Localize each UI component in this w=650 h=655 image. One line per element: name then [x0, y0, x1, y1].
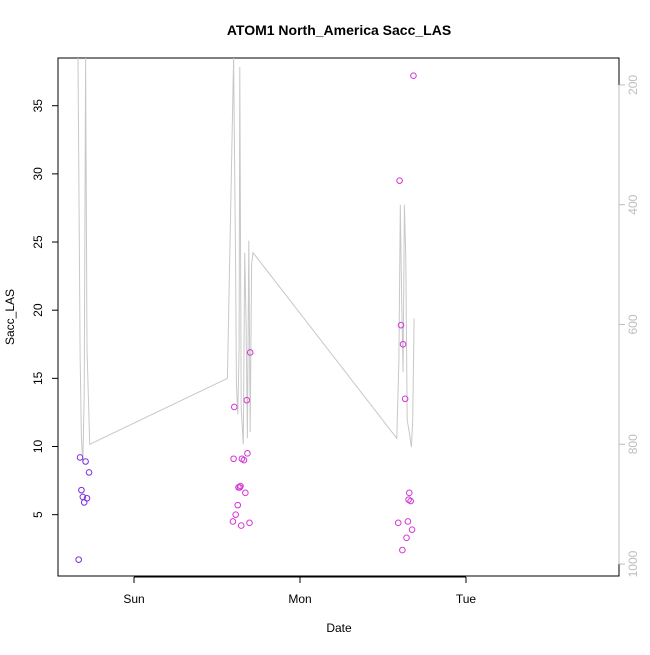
axes-layer: Sun Mon Tue 5 10 15 20 25 30 35 200 400 600 800 1000 [31, 75, 640, 606]
y2-tick-label: 800 [626, 434, 640, 454]
data-point [230, 403, 238, 411]
data-point [399, 340, 407, 348]
chart-title: ATOM1 North_America Sacc_LAS [227, 22, 451, 38]
data-point [229, 518, 237, 525]
line-layer [77, 57, 415, 463]
data-point [399, 546, 406, 554]
data-point [408, 526, 416, 533]
data-point [403, 534, 410, 542]
data-point [75, 556, 82, 563]
data-point [407, 497, 414, 505]
data-point [246, 349, 254, 356]
y-tick-label: 5 [31, 511, 45, 518]
plot-frame [57, 57, 620, 577]
data-point [85, 469, 93, 476]
y-axis-label: Sacc_LAS [3, 289, 17, 345]
data-point [243, 396, 251, 404]
data-point [232, 511, 239, 518]
data-point [237, 482, 244, 490]
y2-tick-label: 1000 [626, 550, 640, 577]
y-tick-label: 15 [31, 371, 45, 385]
data-point [78, 486, 85, 494]
x-axis-label: Date [326, 621, 352, 635]
y-tick-label: 35 [31, 99, 45, 113]
data-point [405, 489, 413, 497]
data-point [237, 522, 245, 529]
y-tick-label: 10 [31, 440, 45, 454]
data-point [401, 395, 409, 403]
data-point [82, 458, 89, 465]
x-tick-label: Sun [123, 592, 144, 606]
data-point [394, 519, 402, 527]
y2-tick-label: 200 [626, 75, 640, 95]
data-point [244, 450, 251, 457]
data-point [76, 454, 84, 461]
data-point [230, 455, 237, 463]
data-point [240, 456, 248, 464]
y-tick-label: 20 [31, 303, 45, 317]
series-line [77, 57, 415, 463]
data-point [397, 321, 405, 329]
data-point [234, 501, 242, 509]
y-tick-label: 25 [31, 235, 45, 249]
y-tick-label: 30 [31, 167, 45, 181]
x-tick-label: Tue [456, 592, 477, 606]
data-point [396, 177, 403, 184]
data-point [83, 495, 91, 502]
x-tick-label: Mon [288, 592, 311, 606]
points-layer [75, 72, 417, 563]
y2-tick-label: 600 [626, 314, 640, 334]
y2-tick-label: 400 [626, 194, 640, 214]
data-point [242, 489, 249, 497]
data-point [80, 499, 88, 506]
data-point [404, 518, 412, 525]
data-point [410, 72, 417, 80]
data-point [246, 519, 253, 527]
